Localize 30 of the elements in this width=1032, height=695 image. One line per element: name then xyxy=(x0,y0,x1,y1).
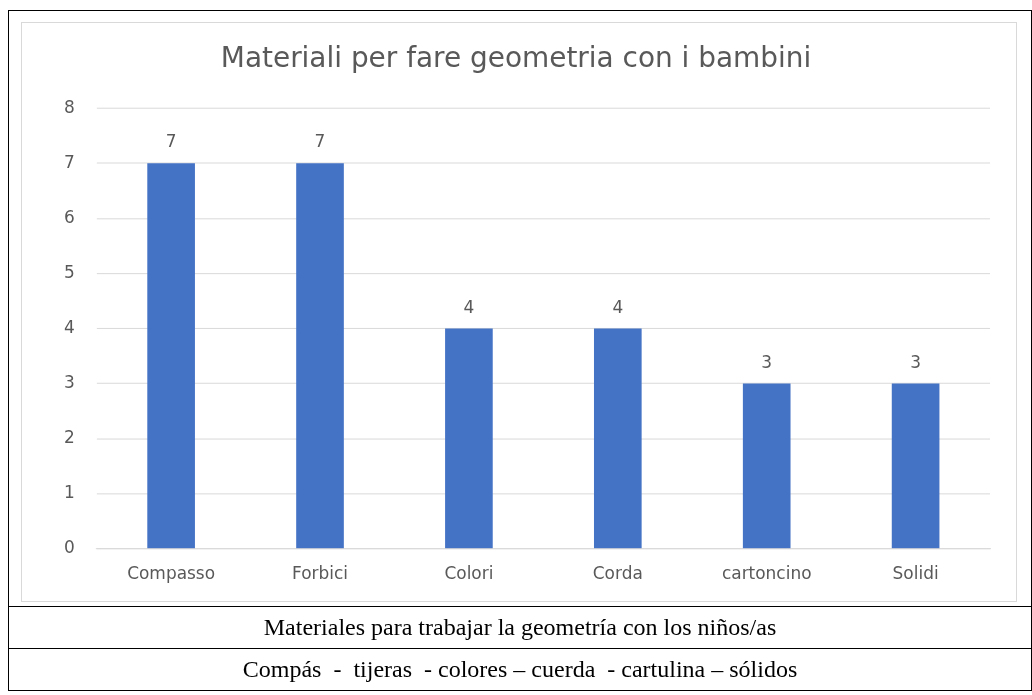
y-tick-label: 1 xyxy=(63,482,75,503)
x-tick-label: Forbici xyxy=(292,563,349,584)
bar xyxy=(147,163,195,549)
bar xyxy=(742,383,791,549)
bar xyxy=(593,328,642,549)
x-tick-label: Solidi xyxy=(892,563,939,584)
y-tick-label: 2 xyxy=(63,427,75,448)
bar xyxy=(296,163,344,549)
data-label: 7 xyxy=(314,131,326,152)
y-tick-label: 6 xyxy=(63,206,75,227)
x-tick-label: cartoncino xyxy=(721,563,812,584)
data-label: 4 xyxy=(463,296,475,317)
x-tick-label: Compasso xyxy=(127,563,216,584)
data-label: 4 xyxy=(612,296,624,317)
y-tick-label: 7 xyxy=(63,151,75,172)
y-tick-label: 5 xyxy=(63,261,75,282)
x-tick-label: Corda xyxy=(592,563,643,584)
bar xyxy=(891,383,940,549)
y-tick-label: 3 xyxy=(63,372,75,393)
x-tick-label: Colori xyxy=(444,563,494,584)
y-tick-label: 8 xyxy=(63,96,75,117)
chart-title: Materiali per fare geometria con i bambini xyxy=(220,40,812,74)
bar xyxy=(445,328,493,549)
text: Compás - tijeras - colores – cuerda - cartulina – sólidos xyxy=(9,648,1031,690)
data-label: 3 xyxy=(910,351,921,372)
text: Materiales para trabajar la geometría con los niños/as xyxy=(9,606,1031,648)
data-label: 7 xyxy=(165,131,177,152)
y-tick-label: 4 xyxy=(63,316,75,337)
data-label: 3 xyxy=(761,351,773,372)
y-tick-label: 0 xyxy=(63,537,75,558)
